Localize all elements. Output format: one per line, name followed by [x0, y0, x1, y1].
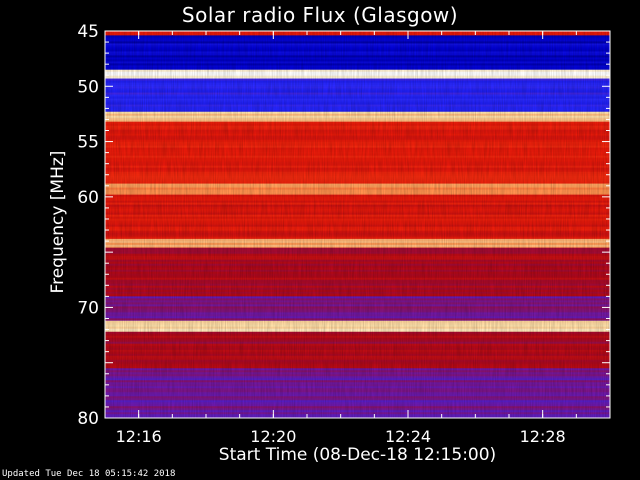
plot-frame	[104, 30, 611, 419]
y-axis-label: Frequency [MHz]	[48, 150, 68, 294]
y-tick-label: 60	[77, 188, 99, 208]
y-tick-label: 45	[77, 22, 99, 42]
y-tick-label: 50	[77, 77, 99, 97]
y-tick-label: 80	[77, 409, 99, 429]
updated-timestamp: Updated Tue Dec 18 05:15:42 2018	[2, 469, 176, 479]
x-axis-label: Start Time (08-Dec-18 12:15:00)	[218, 445, 497, 465]
chart-title: Solar radio Flux (Glasgow)	[181, 3, 459, 27]
y-tick-label: 70	[77, 298, 99, 318]
x-tick-label: 12:24	[385, 427, 431, 446]
x-tick-label: 12:16	[116, 427, 162, 446]
x-axis: 12:16 12:20 12:24 12:28	[116, 31, 577, 446]
y-axis: 45 50 55 60 70 80	[77, 22, 610, 429]
spectrogram-noise-overlay	[105, 31, 610, 418]
y-tick-label: 55	[77, 133, 99, 153]
x-tick-label: 12:20	[250, 427, 296, 446]
x-tick-label: 12:28	[520, 427, 566, 446]
